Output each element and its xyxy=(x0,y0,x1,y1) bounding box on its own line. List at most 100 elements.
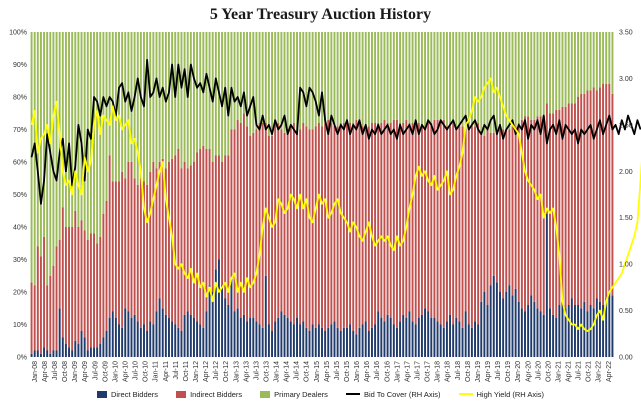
bar-primary-dealers xyxy=(598,32,601,88)
bar-indirect-bidders xyxy=(114,181,117,318)
bar-direct-bidders xyxy=(464,311,467,357)
x-tick-label: Jul-16 xyxy=(374,361,381,380)
bar-primary-dealers xyxy=(130,32,133,162)
bar-direct-bidders xyxy=(227,305,230,357)
bar-primary-dealers xyxy=(402,32,405,123)
bar-primary-dealers xyxy=(380,32,383,123)
legend-swatch-indirect xyxy=(176,390,187,398)
bar-direct-bidders xyxy=(183,314,186,357)
bar-direct-bidders xyxy=(586,311,589,357)
bar-direct-bidders xyxy=(336,327,339,357)
legend-label-dealers: Primary Dealers xyxy=(274,389,328,399)
bar-primary-dealers xyxy=(342,32,345,123)
bar-primary-dealers xyxy=(399,32,402,123)
bar-direct-bidders xyxy=(286,318,289,357)
bar-indirect-bidders xyxy=(36,246,39,351)
bar-primary-dealers xyxy=(583,32,586,94)
bar-indirect-bidders xyxy=(530,119,533,296)
bar-primary-dealers xyxy=(474,32,476,127)
bar-indirect-bidders xyxy=(436,119,439,322)
bar-indirect-bidders xyxy=(246,126,249,322)
bar-primary-dealers xyxy=(533,32,536,120)
bar-direct-bidders xyxy=(249,318,252,357)
left-tick-label: 20% xyxy=(13,290,27,297)
bar-primary-dealers xyxy=(258,32,261,123)
bar-indirect-bidders xyxy=(255,129,258,322)
x-tick-label: Apr-09 xyxy=(82,361,89,382)
bar-direct-bidders xyxy=(89,347,92,357)
bar-indirect-bidders xyxy=(364,126,367,322)
bar-indirect-bidders xyxy=(533,119,536,302)
bar-indirect-bidders xyxy=(449,126,452,315)
bar-direct-bidders xyxy=(46,350,49,357)
bar-direct-bidders xyxy=(217,259,220,357)
bar-direct-bidders xyxy=(205,311,208,357)
bar-primary-dealers xyxy=(149,32,152,172)
bar-indirect-bidders xyxy=(252,132,255,318)
bar-indirect-bidders xyxy=(99,236,102,344)
bar-direct-bidders xyxy=(605,298,608,357)
bar-primary-dealers xyxy=(205,32,208,149)
x-tick-label: Jul-18 xyxy=(455,361,462,380)
x-tick-label: Jan-17 xyxy=(394,361,401,383)
bar-direct-bidders xyxy=(302,321,305,357)
bar-primary-dealers xyxy=(280,32,283,130)
bar-indirect-bidders xyxy=(317,123,320,325)
bar-direct-bidders xyxy=(96,347,99,357)
bar-direct-bidders xyxy=(508,285,511,357)
bar-indirect-bidders xyxy=(524,116,526,312)
bar-direct-bidders xyxy=(370,327,373,357)
bar-direct-bidders xyxy=(445,321,448,357)
bar-indirect-bidders xyxy=(430,123,433,318)
bar-indirect-bidders xyxy=(89,233,92,348)
bar-indirect-bidders xyxy=(573,103,576,305)
bar-primary-dealers xyxy=(289,32,292,127)
bar-direct-bidders xyxy=(93,347,95,357)
bar-direct-bidders xyxy=(55,350,58,357)
bar-direct-bidders xyxy=(39,353,42,357)
bar-direct-bidders xyxy=(74,340,77,357)
bar-series-group xyxy=(30,32,614,357)
bar-indirect-bidders xyxy=(558,110,561,305)
bar-indirect-bidders xyxy=(214,155,217,270)
bar-indirect-bidders xyxy=(589,90,592,305)
bar-direct-bidders xyxy=(430,318,433,357)
bar-direct-bidders xyxy=(352,331,355,357)
bar-direct-bidders xyxy=(124,308,127,357)
bar-direct-bidders xyxy=(461,327,464,357)
bar-direct-bidders xyxy=(86,350,89,357)
bar-direct-bidders xyxy=(158,298,161,357)
bar-direct-bidders xyxy=(211,292,214,357)
bar-primary-dealers xyxy=(433,32,436,120)
bar-direct-bidders xyxy=(420,314,423,357)
left-axis-ticks: 0% 10% 20% 30% 40% 50% 60% 70% 80% 90% 100% xyxy=(9,30,27,362)
bar-primary-dealers xyxy=(46,32,49,286)
bar-primary-dealers xyxy=(361,32,364,127)
bar-indirect-bidders xyxy=(567,103,570,305)
bar-primary-dealers xyxy=(36,32,39,247)
bar-direct-bidders xyxy=(449,314,452,357)
bar-primary-dealers xyxy=(239,32,242,123)
bar-indirect-bidders xyxy=(68,227,71,348)
bar-direct-bidders xyxy=(239,318,242,357)
x-tick-label: Jul-15 xyxy=(334,361,341,380)
bar-indirect-bidders xyxy=(598,87,601,302)
bar-indirect-bidders xyxy=(102,214,105,338)
bar-indirect-bidders xyxy=(77,227,80,344)
bar-primary-dealers xyxy=(467,32,470,130)
bar-indirect-bidders xyxy=(308,129,311,331)
bar-indirect-bidders xyxy=(121,171,124,328)
bar-direct-bidders xyxy=(367,331,370,357)
bar-primary-dealers xyxy=(108,32,111,156)
bar-direct-bidders xyxy=(392,324,395,357)
x-tick-label: Jan-18 xyxy=(435,361,442,383)
bar-primary-dealers xyxy=(199,32,202,149)
bar-direct-bidders xyxy=(358,327,361,357)
right-tick-label: 2.50 xyxy=(619,122,633,129)
bar-direct-bidders xyxy=(264,275,267,357)
bar-indirect-bidders xyxy=(224,155,227,299)
bar-direct-bidders xyxy=(83,337,86,357)
bar-indirect-bidders xyxy=(83,230,86,338)
bar-indirect-bidders xyxy=(242,113,245,315)
bar-primary-dealers xyxy=(408,32,411,123)
